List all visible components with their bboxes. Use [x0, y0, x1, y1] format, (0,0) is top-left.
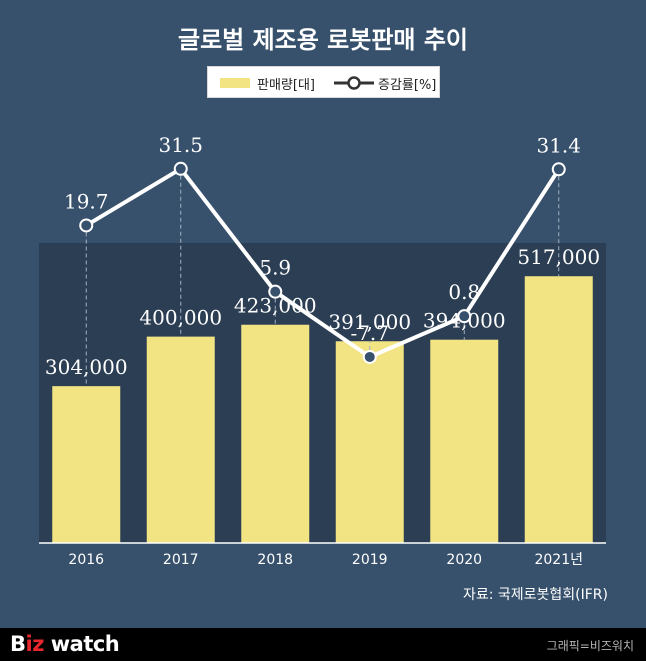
growth-value-label: 19.7 [64, 189, 109, 213]
bar-2021년 [524, 276, 593, 543]
x-tick-label: 2019 [352, 552, 388, 568]
growth-value-label: -7.7 [350, 321, 389, 345]
growth-point-core [270, 286, 281, 297]
legend: 판매량[대] 증감률[%] [207, 66, 440, 98]
growth-line [85, 166, 561, 359]
bar-value-label: 391,000 [328, 310, 411, 334]
legend-line-swatch [334, 76, 374, 90]
growth-point-core [459, 311, 470, 322]
x-tick-label: 2021년 [534, 552, 583, 568]
footer-bar: Biz watch 그래픽=비즈워치 [0, 628, 646, 661]
x-tick-label: 2016 [68, 552, 104, 568]
growth-point-core [364, 351, 375, 362]
source-note: 자료: 국제로봇협회(IFR) [462, 587, 608, 603]
bar-2019 [335, 341, 404, 543]
x-tick-label: 2017 [163, 552, 199, 568]
plot-panel [39, 243, 606, 543]
graphic-credit: 그래픽=비즈워치 [546, 639, 634, 653]
growth-value-label: 5.9 [259, 256, 291, 280]
x-tick-label: 2020 [446, 552, 482, 568]
bar-2018 [241, 324, 310, 543]
chart-title: 글로벌 제조용 로봇판매 추이 [177, 26, 469, 54]
growth-point-core [175, 163, 186, 174]
growth-point-core [81, 220, 92, 231]
brand-logo: Biz watch [10, 632, 120, 656]
growth-value-label: 31.4 [536, 133, 581, 157]
growth-point-core [553, 164, 564, 175]
bar-2020 [430, 339, 499, 543]
legend-bar-label: 판매량[대] [257, 78, 315, 93]
bar-value-label: 517,000 [517, 245, 600, 269]
x-tick-label: 2018 [257, 552, 293, 568]
bar-2017 [146, 336, 215, 543]
bar-value-label: 304,000 [45, 355, 128, 379]
growth-value-label: 31.5 [158, 133, 203, 157]
bar-value-label: 400,000 [139, 306, 222, 330]
legend-bar-swatch [220, 78, 250, 88]
legend-line-label: 증감률[%] [378, 78, 437, 93]
growth-value-label: 0.8 [448, 280, 480, 304]
bar-2016 [52, 386, 121, 543]
